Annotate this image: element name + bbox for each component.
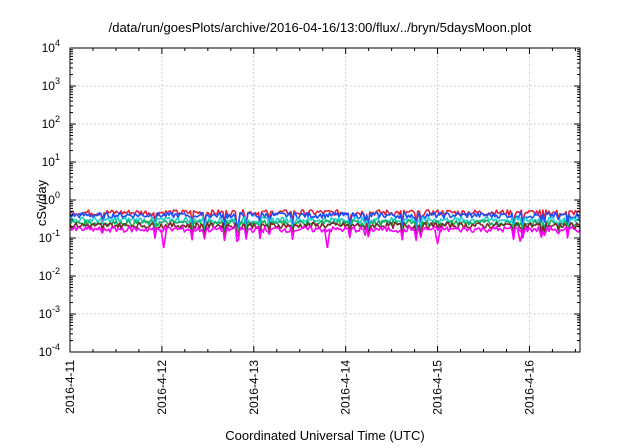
y-tick-label: 10-2: [39, 266, 60, 283]
axis-ticks: 10-4 10-3 10-2 10-1 100 101 102 103 104 2016-4-11…: [39, 38, 580, 415]
x-tick-label: 2016-4-12: [155, 360, 169, 415]
y-tick-label: 10-4: [39, 342, 60, 359]
series-line-6: [69, 225, 581, 243]
y-tick-label: 10-3: [39, 304, 60, 321]
x-tick-label: 2016-4-11: [63, 360, 77, 414]
y-tick-label: 103: [42, 76, 60, 93]
series-dip: [434, 229, 442, 245]
y-tick-label: 104: [42, 38, 60, 55]
y-tick-label: 101: [42, 152, 60, 169]
series-dip: [160, 229, 168, 248]
chart-title: /data/run/goesPlots/archive/2016-04-16/1…: [108, 20, 532, 35]
series-group: [69, 209, 581, 248]
x-tick-label: 2016-4-15: [431, 360, 445, 415]
x-axis-label: Coordinated Universal Time (UTC): [225, 428, 425, 443]
grid: [70, 48, 580, 352]
y-tick-label: 10-1: [39, 228, 60, 245]
series-dip: [323, 229, 331, 248]
y-tick-label: 102: [42, 114, 60, 131]
series-line-1: [69, 209, 581, 229]
x-tick-label: 2016-4-14: [339, 360, 353, 415]
x-tick-label: 2016-4-16: [522, 360, 536, 415]
series-dip: [516, 229, 524, 242]
x-tick-label: 2016-4-13: [247, 360, 261, 415]
y-tick-label: 100: [42, 190, 60, 207]
